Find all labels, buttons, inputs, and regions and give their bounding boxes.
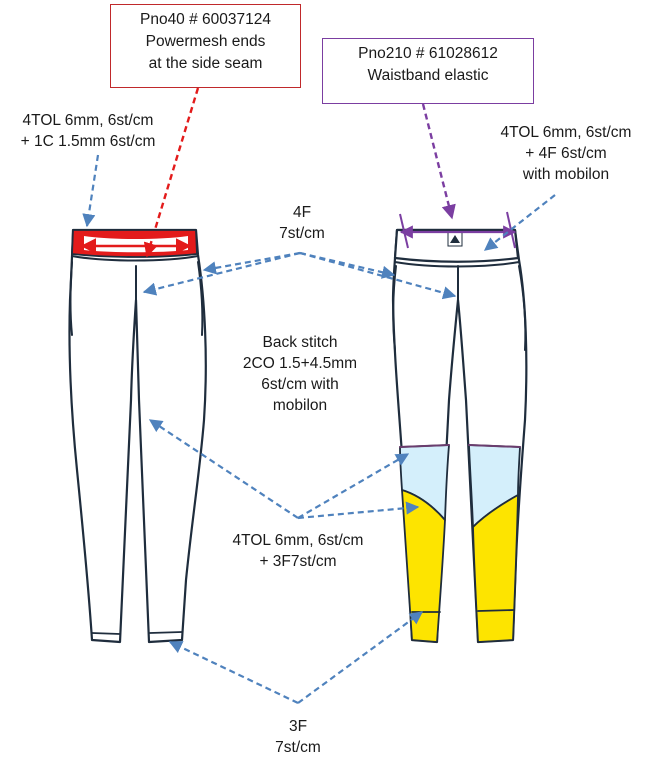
front-right-hem — [149, 631, 183, 634]
tol-back-line-1: 4TOL 6mm, 6st/cm — [500, 124, 632, 141]
tol-front-line-2: + 1C 1.5mm 6st/cm — [20, 133, 156, 150]
f3-arrow-a — [168, 641, 299, 704]
front-left-hem — [91, 632, 121, 635]
f3-label: 3F 7st/cm — [256, 716, 340, 758]
back-waistband-left-tick — [399, 213, 409, 249]
waistband-line-2: Waistband elastic — [367, 67, 489, 84]
tol-mid-arrow-c — [297, 501, 420, 520]
back-right-knee-seam — [468, 444, 521, 448]
f4-arrow-b — [202, 251, 301, 275]
powermesh-line-2: Powermesh ends — [145, 33, 266, 50]
back-right-yellow-panel — [472, 494, 519, 643]
front-legging-drawing — [68, 228, 207, 644]
back-stitch-line-4: mobilon — [272, 397, 328, 414]
f3-arrow-b — [297, 611, 424, 704]
waistband-callout: Pno210 # 61028612 Waistband elastic — [322, 38, 534, 104]
tol-front-line-1: 4TOL 6mm, 6st/cm — [22, 112, 154, 129]
back-right-hem — [477, 609, 515, 612]
tol-back-label: 4TOL 6mm, 6st/cm + 4F 6st/cm with mobilo… — [474, 122, 658, 185]
front-waist-seam — [71, 255, 199, 262]
f4-arrow-c — [299, 251, 396, 279]
back-left-yellow-panel — [401, 489, 446, 643]
f3-line-2: 7st/cm — [275, 739, 321, 756]
back-stitch-label: Back stitch 2CO 1.5+4.5mm 6st/cm with mo… — [232, 332, 368, 416]
tol-mid-line-1: 4TOL 6mm, 6st/cm — [232, 532, 364, 549]
tol-back-arrow — [483, 194, 556, 251]
front-left-pocket — [69, 261, 73, 336]
back-stitch-line-1: Back stitch — [262, 334, 338, 351]
front-legging-outline — [68, 228, 207, 644]
logo-icon — [447, 231, 463, 247]
back-stitch-line-2: 2CO 1.5+4.5mm — [242, 355, 358, 372]
f4-arrow-d — [299, 251, 457, 300]
back-left-knee-seam — [399, 444, 450, 448]
tol-front-arrow — [82, 154, 100, 228]
powermesh-line-1: Pno40 # 60037124 — [139, 11, 272, 28]
tol-front-label: 4TOL 6mm, 6st/cm + 1C 1.5mm 6st/cm — [4, 110, 172, 152]
f4-line-1: 4F — [292, 204, 312, 221]
tol-mid-arrow-b — [297, 453, 410, 519]
f3-line-1: 3F — [288, 718, 308, 735]
f4-arrow-a — [142, 251, 301, 296]
waistband-arrow — [421, 103, 456, 220]
powermesh-line-3: at the side seam — [148, 55, 263, 72]
back-right-side-panel — [518, 265, 527, 351]
f4-line-2: 7st/cm — [279, 225, 325, 242]
blue-dashed-arrows — [82, 154, 556, 704]
waistband-line-1: Pno210 # 61028612 — [358, 45, 498, 62]
tol-back-line-2: + 4F 6st/cm — [525, 145, 607, 162]
back-stitch-line-3: 6st/cm with — [261, 376, 339, 393]
f4-label: 4F 7st/cm — [260, 202, 344, 244]
tol-back-line-3: with mobilon — [522, 166, 610, 183]
back-waistband-right-tick — [506, 211, 516, 249]
front-right-pocket — [197, 261, 204, 336]
powermesh-callout: Pno40 # 60037124 Powermesh ends at the s… — [110, 4, 301, 88]
back-legging-drawing — [391, 228, 528, 644]
tol-mid-label: 4TOL 6mm, 6st/cm + 3F7st/cm — [208, 530, 388, 572]
tol-mid-line-2: + 3F7st/cm — [259, 553, 337, 570]
